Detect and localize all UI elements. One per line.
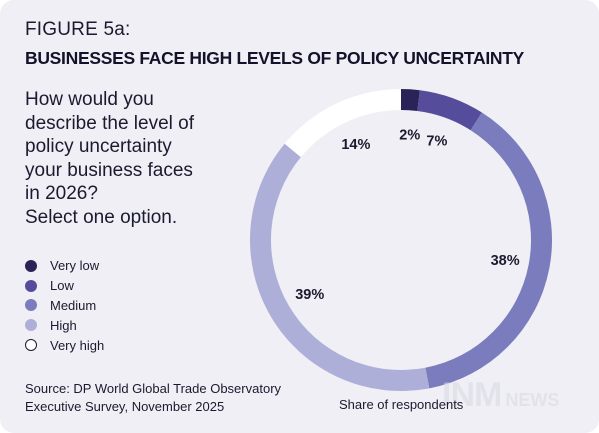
slice-label-low: 7% <box>426 133 447 149</box>
chart-title: BUSINESSES FACE HIGH LEVELS OF POLICY UN… <box>25 48 525 68</box>
legend-item-low: Low <box>25 276 104 296</box>
question-line: your business faces <box>25 159 193 181</box>
chart-legend: Very low Low Medium High Very high <box>25 256 104 355</box>
question-line: policy uncertainty <box>25 136 172 157</box>
question-line: How would you <box>25 89 154 110</box>
donut-slice-very-low <box>401 89 420 112</box>
legend-label: Medium <box>50 297 97 313</box>
legend-item-high: High <box>25 315 104 335</box>
question-line: describe the level of <box>25 112 194 134</box>
donut-labels: 2% 7% 38% 39% 14% <box>295 127 519 303</box>
legend-label: Very high <box>50 337 105 353</box>
source-line: Executive Survey, November 2025 <box>25 398 225 414</box>
legend-swatch-very-low <box>25 259 37 272</box>
legend-swatch-low <box>25 279 37 292</box>
donut-slices <box>250 89 552 391</box>
legend-swatch-high <box>25 319 37 332</box>
donut-slice-low <box>417 90 482 131</box>
slice-label-very-low: 2% <box>399 127 420 143</box>
slice-label-very-high: 14% <box>341 137 370 153</box>
donut-slice-medium <box>425 112 552 389</box>
legend-item-medium: Medium <box>25 296 104 316</box>
donut-slice-very-high <box>284 89 401 158</box>
donut-slice-high <box>250 143 430 391</box>
chart-caption: Share of respondents <box>339 397 464 412</box>
watermark-sub: NEWS <box>505 390 560 410</box>
legend-item-very-low: Very low <box>25 256 104 276</box>
figure-label: FIGURE 5a: <box>25 19 131 40</box>
question-line: Select one option. <box>25 206 178 228</box>
watermark-logo: INM NEWS <box>442 376 559 415</box>
slice-label-medium: 38% <box>491 253 520 269</box>
legend-label: Very low <box>50 258 100 274</box>
source-note: Source: DP World Global Trade Observator… <box>25 380 281 415</box>
slice-label-high: 39% <box>295 287 324 303</box>
survey-question: How would you describe the level of poli… <box>25 88 225 229</box>
legend-swatch-medium <box>25 299 37 312</box>
question-line: in 2026? <box>25 183 98 204</box>
watermark-main: INM <box>442 376 502 414</box>
source-line: Source: DP World Global Trade Observator… <box>25 381 282 396</box>
legend-item-very-high: Very high <box>25 335 104 355</box>
legend-label: High <box>50 317 77 333</box>
legend-label: Low <box>50 278 74 294</box>
legend-swatch-very-high <box>25 339 37 352</box>
